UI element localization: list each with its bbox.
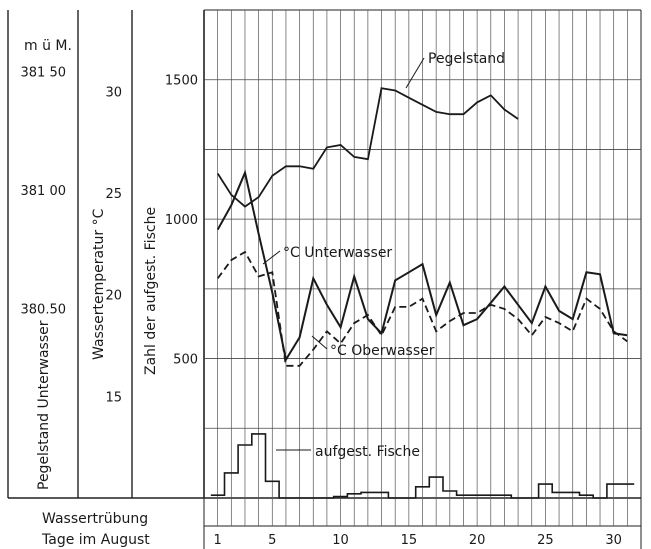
series-label: °C Oberwasser [330,343,435,359]
temp-tick-label: 15 [105,390,122,405]
temp-tick-label: 25 [105,187,122,202]
fish-tick-label: 1000 [165,213,198,228]
series-labels: Pegelstand °C Unterwasser °C Oberwasser auf… [262,51,505,460]
x-tick-label: 5 [268,533,276,548]
series-layer [210,87,635,499]
series-4-line [210,433,635,499]
fish-tick-label: 500 [173,353,198,368]
stage-axis-title: Pegelstand Unterwasser [36,320,52,490]
fish-axis-ticks: 1500 1000 500 [165,74,198,368]
fish-axis-title: Zahl der aufgest. Fische [143,207,159,375]
temp-tick-label: 20 [105,289,122,304]
turbidity-label: Wassertrübung [42,511,148,527]
series-1-line [216,87,519,208]
temp-axis-title: Wassertemperatur °C [91,208,107,360]
x-axis-title: Tage im August [41,532,150,548]
x-tick-label: 10 [332,533,349,548]
series-label: Pegelstand [428,51,505,67]
gridlines [204,10,641,526]
series-label-leader [405,57,425,89]
temp-tick-label: 30 [105,85,122,100]
series-label-leader [311,335,328,350]
stage-tick-label: 380.50 [21,302,67,317]
fish-tick-label: 1500 [165,74,198,89]
temp-axis-ticks: 30 25 20 15 [105,85,122,405]
x-tick-label: 15 [401,533,418,548]
stage-axis-ticks: 381 50 381 00 380.50 [21,66,67,318]
stage-tick-label: 381 50 [21,66,67,81]
x-tick-label: 20 [469,533,486,548]
x-tick-label: 25 [537,533,554,548]
series-label-leader [262,250,281,265]
x-tick-label: 1 [214,533,222,548]
stage-unit-label: m ü M. [24,38,72,54]
x-axis-ticks: 1 5 10 15 20 25 30 [214,533,622,548]
stage-tick-label: 381 00 [21,184,67,199]
series-label: °C Unterwasser [283,245,392,261]
series-label: aufgest. Fische [315,444,420,460]
x-tick-label: 30 [605,533,622,548]
series-3-line [216,250,628,367]
